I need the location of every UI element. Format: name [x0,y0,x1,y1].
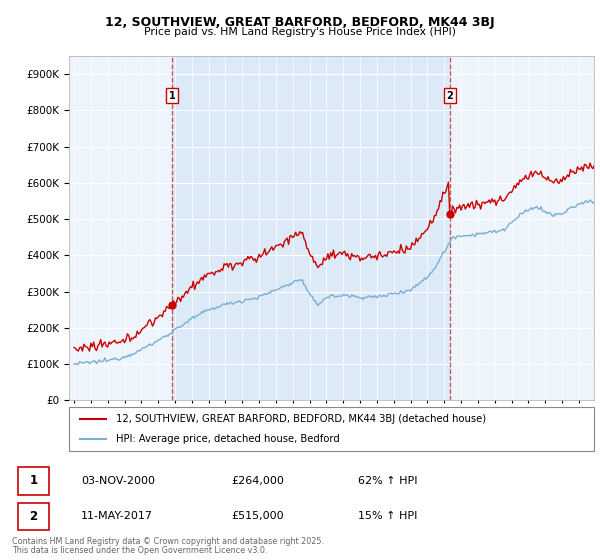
Text: This data is licensed under the Open Government Licence v3.0.: This data is licensed under the Open Gov… [12,547,268,556]
Text: £264,000: £264,000 [231,476,284,486]
Text: 15% ↑ HPI: 15% ↑ HPI [358,511,417,521]
Text: 62% ↑ HPI: 62% ↑ HPI [358,476,417,486]
FancyBboxPatch shape [18,503,49,530]
FancyBboxPatch shape [69,407,594,451]
Text: 1: 1 [29,474,38,487]
Text: £515,000: £515,000 [231,511,284,521]
Text: Price paid vs. HM Land Registry's House Price Index (HPI): Price paid vs. HM Land Registry's House … [144,27,456,37]
Text: 03-NOV-2000: 03-NOV-2000 [81,476,155,486]
Text: HPI: Average price, detached house, Bedford: HPI: Average price, detached house, Bedf… [116,434,340,444]
Text: 12, SOUTHVIEW, GREAT BARFORD, BEDFORD, MK44 3BJ (detached house): 12, SOUTHVIEW, GREAT BARFORD, BEDFORD, M… [116,414,487,424]
Text: 2: 2 [29,510,38,523]
Text: 11-MAY-2017: 11-MAY-2017 [81,511,153,521]
Text: 1: 1 [169,91,176,101]
Bar [172,56,450,400]
FancyBboxPatch shape [18,467,49,494]
Text: 12, SOUTHVIEW, GREAT BARFORD, BEDFORD, MK44 3BJ: 12, SOUTHVIEW, GREAT BARFORD, BEDFORD, M… [105,16,495,29]
Text: Contains HM Land Registry data © Crown copyright and database right 2025.: Contains HM Land Registry data © Crown c… [12,538,324,547]
Text: 2: 2 [446,91,453,101]
